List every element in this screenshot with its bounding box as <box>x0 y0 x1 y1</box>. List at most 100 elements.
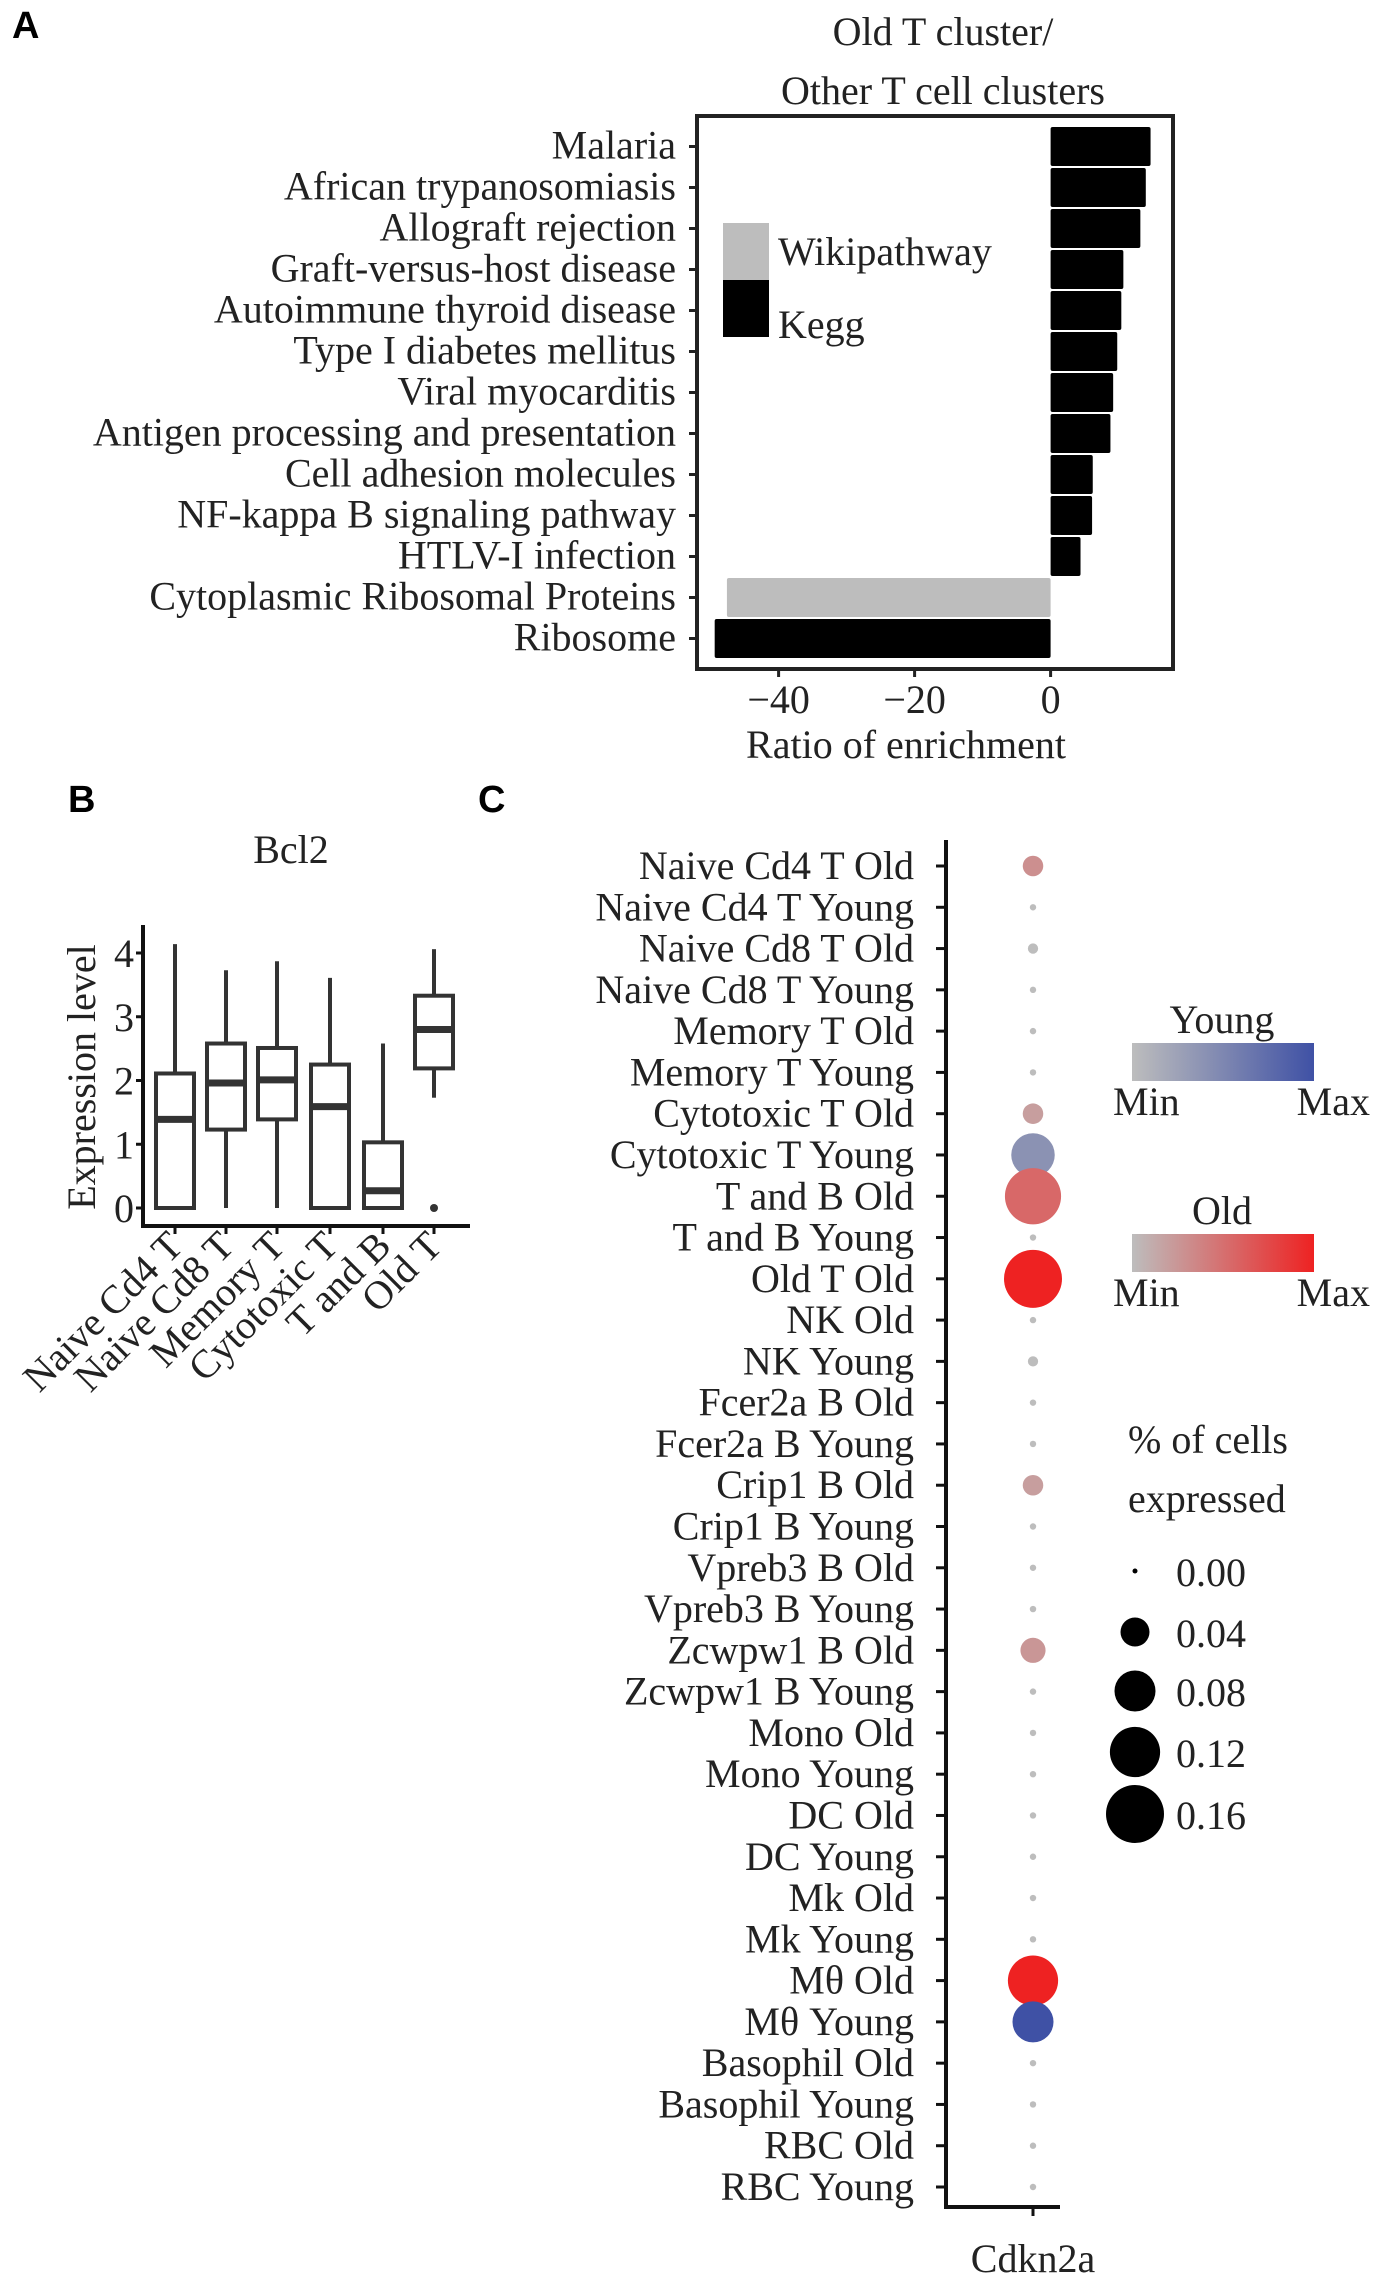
category-label: Autoimmune thyroid disease <box>214 287 676 332</box>
color-bar <box>1132 1043 1314 1081</box>
row-label: T and B Young <box>672 1215 914 1260</box>
dot <box>1027 943 1039 954</box>
dot <box>1029 1812 1037 1819</box>
enrichment-bar-chart: Old T cluster/Other T cell clusters Malar… <box>93 9 1175 767</box>
dot <box>1022 1474 1044 1496</box>
dot <box>1029 1440 1037 1448</box>
outlier-point <box>430 1204 438 1212</box>
dot <box>1029 1688 1037 1695</box>
color-legend-max: Max <box>1297 1079 1370 1124</box>
row-label: Mk Young <box>745 1916 914 1961</box>
row-label: Old T Old <box>751 1256 914 1301</box>
row-label: NK Young <box>743 1338 914 1383</box>
box <box>256 961 298 1208</box>
row-label: Basophil Old <box>702 2040 914 2085</box>
size-legend-label: 0.04 <box>1176 1611 1246 1656</box>
bar <box>1050 455 1093 494</box>
row-label: NK Old <box>786 1297 914 1342</box>
category-label: Allograft rejection <box>379 205 676 250</box>
bar <box>1050 332 1118 371</box>
color-legend-max: Max <box>1297 1270 1370 1315</box>
category-label: Type I diabetes mellitus <box>293 328 676 373</box>
bar <box>1050 496 1093 535</box>
category-label: Ribosome <box>514 615 676 660</box>
row-label: Mθ Old <box>789 1958 914 2003</box>
row-label: RBC Young <box>721 2164 914 2209</box>
dot <box>1029 1234 1037 1241</box>
bar <box>1050 250 1124 289</box>
color-bar <box>1132 1234 1314 1272</box>
bar <box>1050 373 1114 412</box>
row-label: RBC Old <box>764 2123 914 2168</box>
y-tick-label: 0 <box>114 1186 134 1231</box>
box <box>413 949 455 1212</box>
dot <box>1029 904 1037 911</box>
size-legend-title-line1: % of cells <box>1128 1417 1288 1462</box>
row-label: Memory T Young <box>630 1049 914 1094</box>
bar <box>726 578 1051 617</box>
y-tick-label: 3 <box>114 995 134 1040</box>
legend-label: Kegg <box>778 302 865 347</box>
row-label: Cytotoxic T Young <box>610 1132 914 1177</box>
row-label: Cytotoxic T Old <box>653 1091 914 1136</box>
dot <box>1029 986 1037 994</box>
box-body <box>362 1140 404 1211</box>
dot <box>1029 2059 1037 2067</box>
dot <box>1027 1356 1039 1367</box>
box <box>154 944 196 1211</box>
dot <box>1012 2001 1054 2043</box>
size-legend-label: 0.00 <box>1176 1550 1246 1595</box>
row-label: Crip1 B Young <box>673 1504 914 1549</box>
dot <box>1029 2183 1037 2191</box>
dot <box>1029 2101 1037 2108</box>
box-body <box>309 1062 351 1210</box>
bar <box>1050 291 1122 330</box>
row-label: Naive Cd4 T Old <box>639 843 914 888</box>
box-body <box>205 1041 247 1132</box>
dot <box>1029 1605 1037 1613</box>
size-legend-dot <box>1106 1785 1164 1843</box>
row-label: Memory T Old <box>673 1008 914 1053</box>
legend-swatch <box>723 280 769 337</box>
category-label: Antigen processing and presentation <box>93 410 676 455</box>
category-label: NF-kappa B signaling pathway <box>177 492 676 537</box>
row-label: Vpreb3 B Old <box>687 1545 914 1590</box>
dot <box>1022 1103 1044 1124</box>
dot <box>1004 1168 1062 1225</box>
panel-label-b: B <box>68 779 95 821</box>
row-label: Naive Cd8 T Young <box>595 967 914 1012</box>
row-label: Crip1 B Old <box>716 1462 914 1507</box>
row-label: Fcer2a B Young <box>655 1421 914 1466</box>
size-legend-label: 0.16 <box>1176 1793 1246 1838</box>
box-body <box>256 1045 298 1122</box>
row-label: DC Old <box>788 1792 914 1837</box>
size-legend-label: 0.12 <box>1176 1731 1246 1776</box>
size-legend-dot <box>1132 1568 1138 1574</box>
row-label: Mk Old <box>788 1875 914 1920</box>
row-label: Fcer2a B Old <box>698 1380 914 1425</box>
x-tick-label: −20 <box>883 677 946 722</box>
legend-swatch <box>723 223 769 280</box>
category-label: Malaria <box>552 123 677 168</box>
color-legend-title: Old <box>1192 1188 1252 1233</box>
category-label: Viral myocarditis <box>397 369 676 414</box>
y-tick-label: 1 <box>114 1122 134 1167</box>
dot <box>1029 1770 1037 1778</box>
size-legend-label: 0.08 <box>1176 1670 1246 1715</box>
dot <box>1022 855 1044 877</box>
box-body <box>154 1071 196 1211</box>
chart-title: Bcl2 <box>253 827 329 872</box>
color-legend-title: Young <box>1170 997 1275 1042</box>
row-label: DC Young <box>745 1834 914 1879</box>
bar <box>1050 537 1081 576</box>
category-label: Cell adhesion molecules <box>285 451 676 496</box>
y-tick-label: 4 <box>114 931 134 976</box>
dot <box>1004 1249 1062 1308</box>
bar <box>1050 127 1151 166</box>
dot <box>1029 1399 1037 1406</box>
dot <box>1029 1523 1037 1530</box>
bar <box>1050 414 1111 453</box>
y-tick-label: 2 <box>114 1059 134 1104</box>
